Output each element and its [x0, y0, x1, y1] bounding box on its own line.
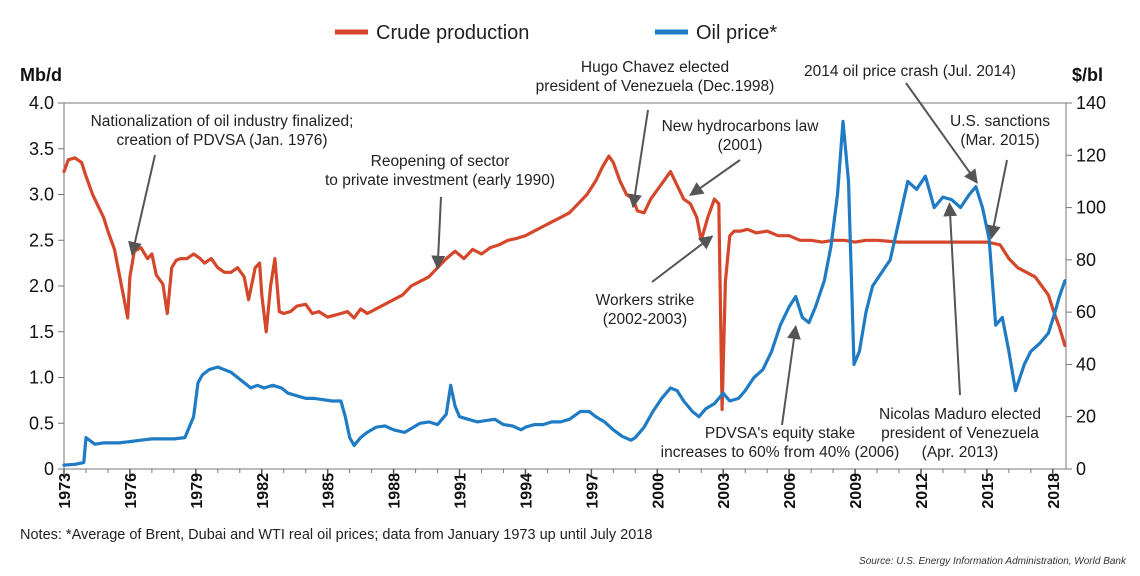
annotation-arrow: [128, 154, 156, 256]
annotation: Hugo Chavez elected president of Venezuel…: [536, 59, 775, 209]
annotation: Nationalization of oil industry finalize…: [91, 113, 354, 256]
legend-label-production: Crude production: [376, 22, 529, 44]
y-right-unit-label: $/bl: [1072, 65, 1103, 85]
x-tick-label: 1997: [584, 473, 601, 509]
annotation-text: Reopening of sector: [371, 153, 510, 170]
x-tick-label: 2006: [782, 473, 799, 509]
annotation-arrow: [905, 82, 978, 184]
annotation-arrow: [986, 159, 1008, 240]
series-layer: [62, 119, 1067, 467]
x-tick-label: 1991: [453, 473, 470, 509]
x-tick-label: 2018: [1046, 473, 1063, 509]
legend: Crude production Oil price*: [335, 22, 777, 44]
annotation: Workers strike (2002-2003): [596, 235, 714, 328]
annotation-text: (Apr. 2013): [922, 444, 999, 461]
legend-label-price: Oil price*: [696, 22, 777, 44]
x-tick-label: 1982: [255, 473, 272, 509]
annotation-text: president of Venezuela (Dec.1998): [536, 78, 775, 95]
annotation-text: creation of PDVSA (Jan. 1976): [116, 132, 327, 149]
annotation-arrow: [943, 202, 961, 396]
y-left-tick-label: 4.0: [29, 93, 54, 113]
annotation: Nicolas Maduro elected president of Venez…: [879, 202, 1041, 461]
y-right-tick-label: 120: [1076, 145, 1106, 165]
source-text: Source: U.S. Energy Information Administ…: [859, 556, 1126, 567]
annotation-arrow: [781, 325, 801, 426]
y-left-tick-label: 1.0: [29, 368, 54, 388]
annotation: 2014 oil price crash (Jul. 2014): [804, 63, 1016, 184]
y-right-tick-label: 80: [1076, 250, 1096, 270]
y-left-tick-label: 0.5: [29, 413, 54, 433]
annotation: U.S. sanctions (Mar. 2015): [950, 113, 1050, 240]
annotation-text: Hugo Chavez elected: [581, 59, 729, 76]
x-tick-label: 2015: [980, 473, 997, 509]
annotation-text: (2002-2003): [603, 311, 687, 328]
y-right-tick-label: 100: [1076, 198, 1106, 218]
annotation-text: 2014 oil price crash (Jul. 2014): [804, 63, 1016, 80]
annotation-text: Nicolas Maduro elected: [879, 406, 1041, 423]
annotation-text: (Mar. 2015): [960, 132, 1039, 149]
x-tick-label: 1994: [518, 473, 535, 509]
annotation-arrow: [628, 109, 649, 209]
annotation-arrow: [689, 159, 741, 196]
annotation-text: (2001): [718, 137, 763, 154]
x-tick-label: 2000: [650, 473, 667, 509]
annotation-text: U.S. sanctions: [950, 113, 1050, 130]
annotation-text: New hydrocarbons law: [662, 118, 820, 135]
y-left-tick-label: 1.5: [29, 322, 54, 342]
annotation-arrow: [651, 235, 714, 283]
annotation-text: increases to 60% from 40% (2006): [661, 444, 900, 461]
annotation: New hydrocarbons law (2001): [662, 118, 820, 196]
notes-text: Notes: *Average of Brent, Dubai and WTI …: [20, 527, 653, 543]
y-left-tick-label: 0: [44, 459, 54, 479]
annotation-text: Workers strike: [596, 292, 695, 309]
y-right-tick-label: 140: [1076, 93, 1106, 113]
y-left-tick-label: 2.5: [29, 230, 54, 250]
series-line-oil-price: [62, 119, 1067, 467]
y-right-tick-label: 20: [1076, 407, 1096, 427]
y-right-tick-label: 40: [1076, 354, 1096, 374]
annotation: PDVSA's equity stake increases to 60% fro…: [661, 325, 900, 461]
annotation-arrow: [431, 196, 446, 270]
y-left-unit-label: Mb/d: [20, 65, 62, 85]
x-tick-label: 2003: [716, 473, 733, 509]
y-right-tick-label: 0: [1076, 459, 1086, 479]
annotations: Nationalization of oil industry finalize…: [91, 59, 1051, 461]
x-tick-label: 1973: [57, 473, 74, 509]
x-tick-label: 1988: [387, 473, 404, 509]
x-tick-label: 1979: [189, 473, 206, 509]
annotation-text: president of Venezuela: [881, 425, 1039, 442]
annotation-text: Nationalization of oil industry finalize…: [91, 113, 354, 130]
x-tick-label: 2009: [848, 473, 865, 509]
series-line-crude-production: [62, 154, 1067, 412]
x-tick-label: 1976: [123, 473, 140, 509]
x-tick-label: 2012: [914, 473, 931, 509]
y-left-tick-label: 3.5: [29, 139, 54, 159]
annotation-text: PDVSA's equity stake: [705, 425, 855, 442]
y-left-tick-label: 2.0: [29, 276, 54, 296]
y-right-tick-label: 60: [1076, 302, 1096, 322]
annotation: Reopening of sector to private investment…: [325, 153, 555, 270]
annotation-text: to private investment (early 1990): [325, 172, 555, 189]
x-tick-label: 1985: [321, 473, 338, 509]
axes: 4.0 3.5 3.0 2.5 2.0 1.5 1.0 0.5 0 140 120 100 80 60 40…: [29, 93, 1106, 509]
y-left-tick-label: 3.0: [29, 185, 54, 205]
